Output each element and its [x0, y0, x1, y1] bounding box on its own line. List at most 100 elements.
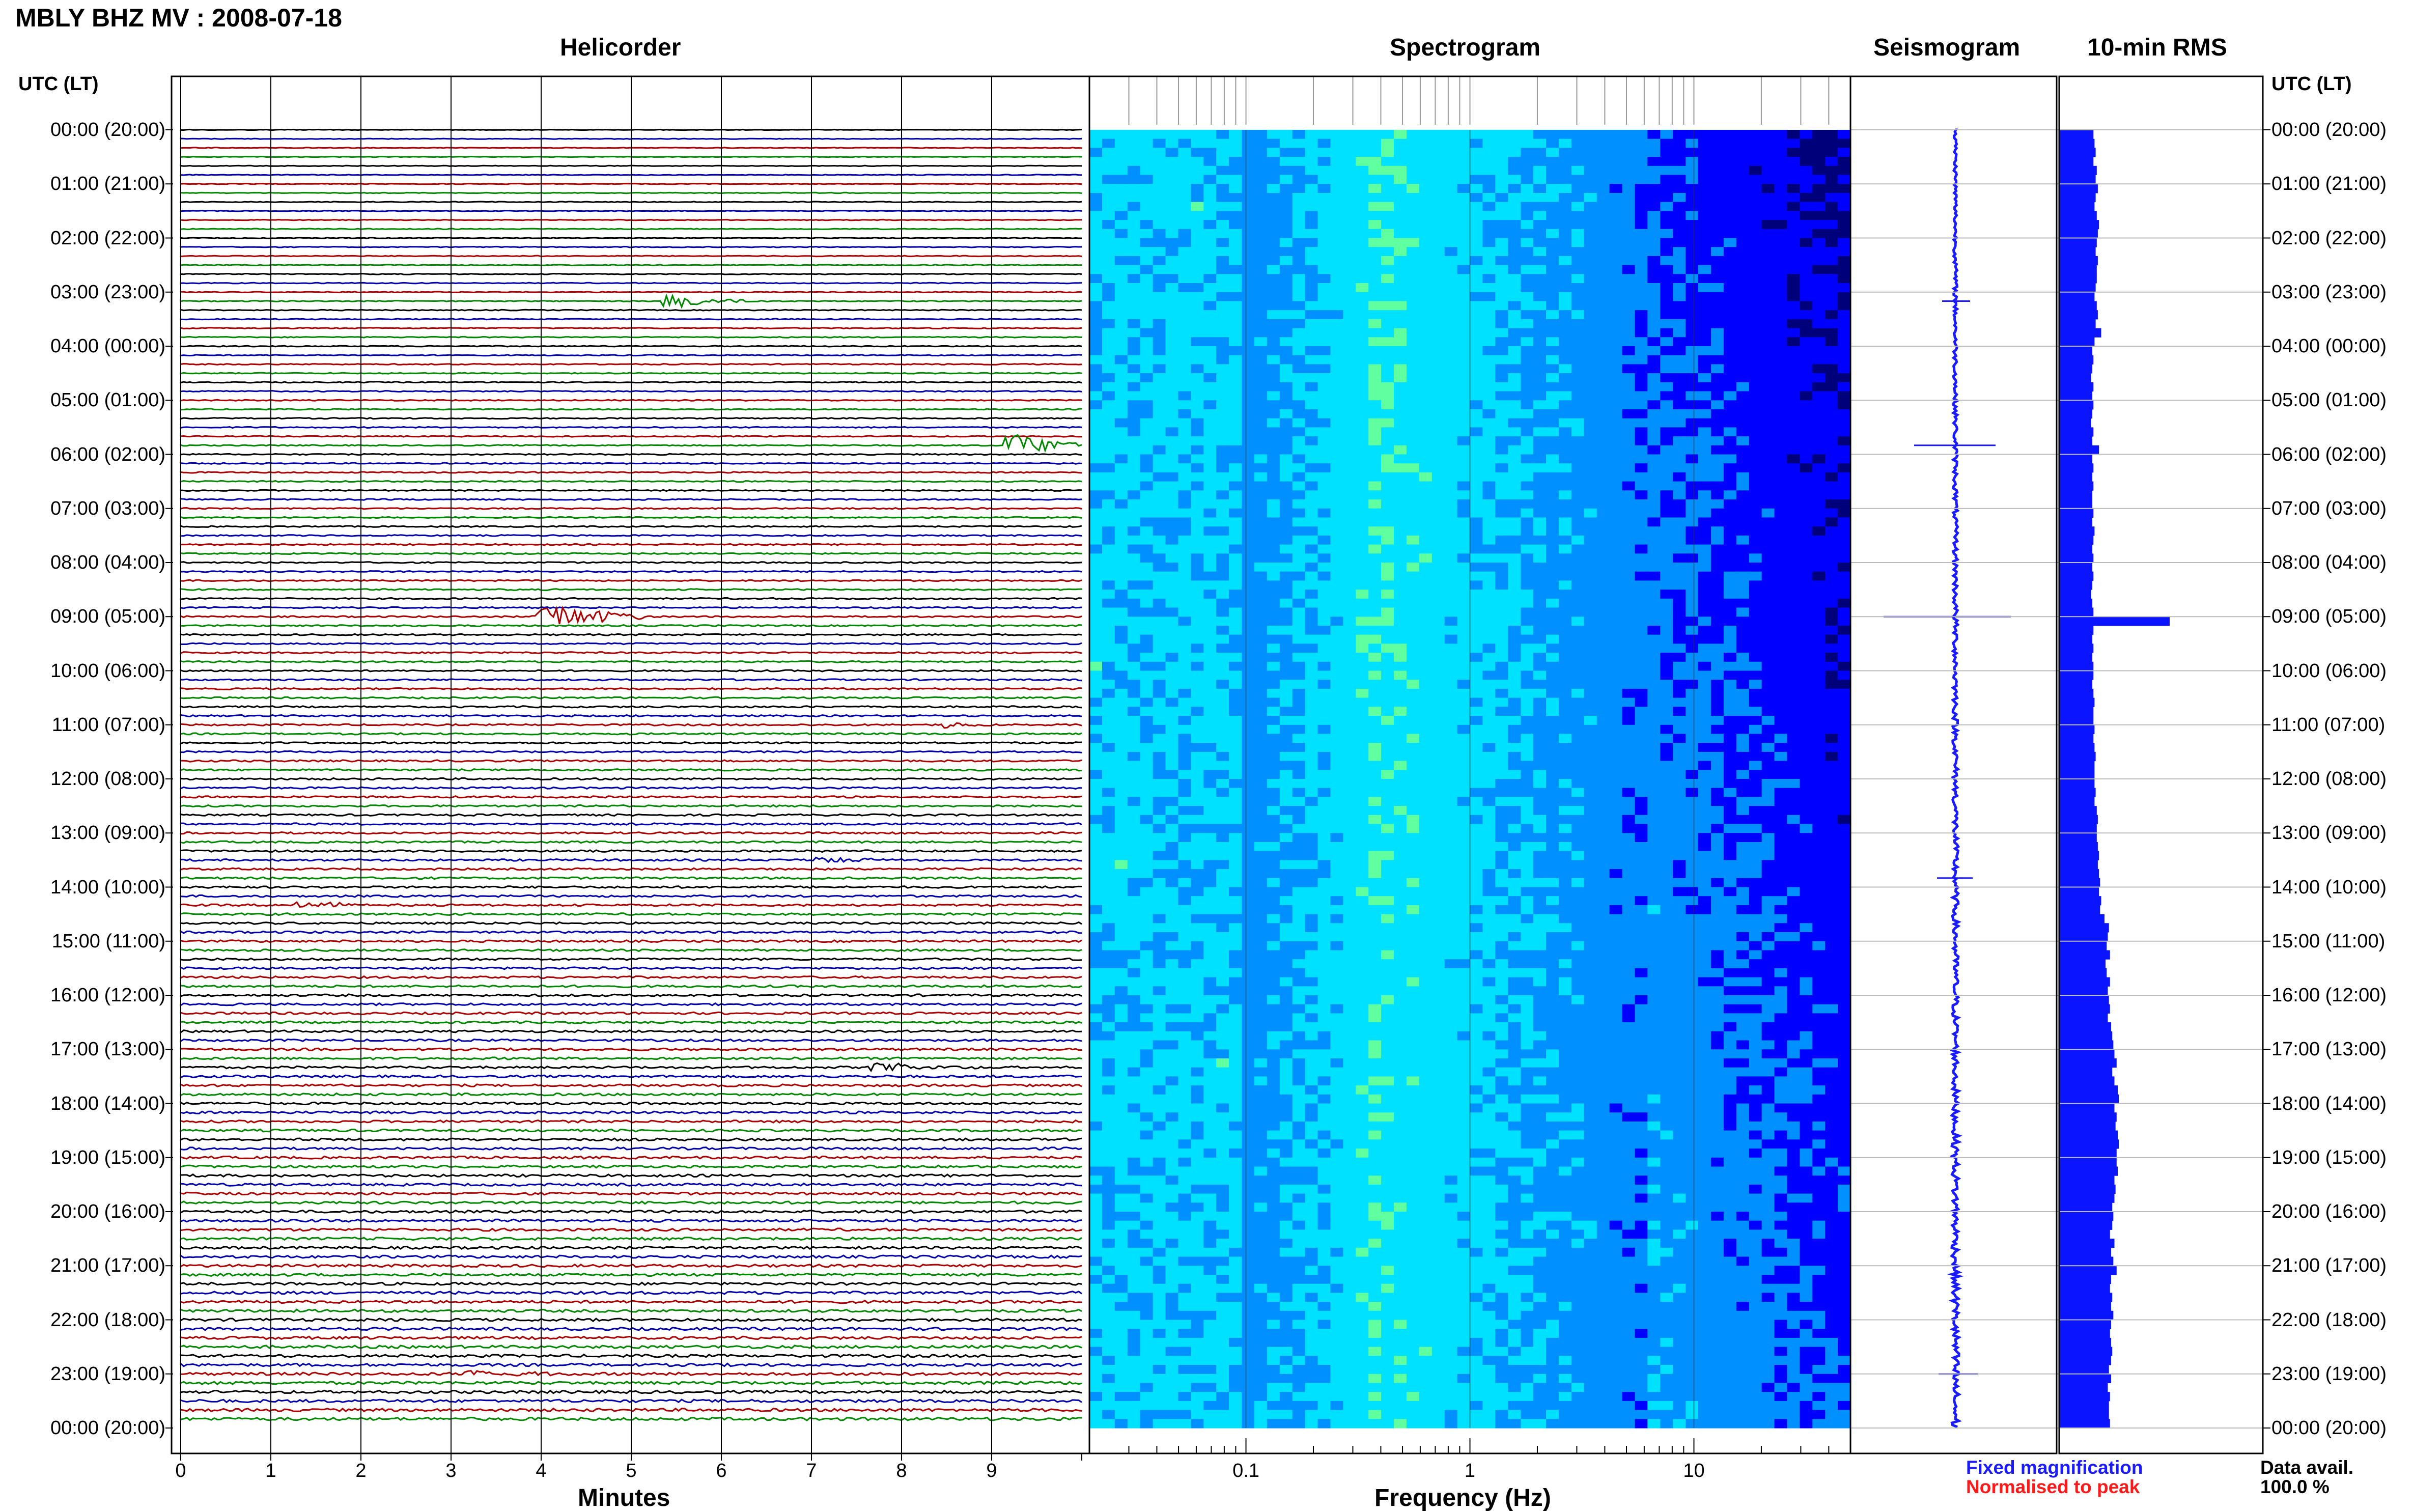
spectrogram-cell: [1432, 184, 1445, 193]
spectrogram-cell: [1292, 707, 1306, 716]
spectrogram-cell: [1343, 544, 1356, 554]
spectrogram-cell: [1647, 724, 1661, 735]
spectrogram-cell: [1457, 202, 1471, 211]
spectrogram-cell: [1102, 878, 1115, 888]
spectrogram-cell: [1343, 211, 1356, 220]
spectrogram-cell: [1368, 860, 1382, 870]
spectrogram-cell: [1673, 626, 1686, 635]
spectrogram-cell: [1710, 382, 1724, 392]
spectrogram-cell: [1242, 409, 1255, 419]
spectrogram-cell: [1242, 544, 1255, 554]
spectrogram-cell: [1394, 427, 1407, 437]
spectrogram-cell: [1723, 833, 1737, 843]
spectrogram-cell: [1102, 184, 1115, 193]
spectrogram-cell: [1140, 274, 1154, 284]
spectrogram-cell: [1673, 607, 1686, 617]
spectrogram-cell: [1546, 788, 1559, 797]
spectrogram-cell: [1521, 175, 1534, 184]
spectrogram-cell: [1686, 355, 1699, 365]
spectrogram-cell: [1242, 869, 1255, 879]
spectrogram-cell: [1787, 779, 1800, 789]
spectrogram-cell: [1673, 400, 1686, 410]
spectrogram-cell: [1609, 346, 1623, 356]
spectrogram-cell: [1394, 400, 1407, 410]
spectrogram-cell: [1825, 688, 1838, 698]
spectrogram-cell: [1787, 634, 1800, 644]
spectrogram-cell: [1546, 157, 1559, 166]
spectrogram-cell: [1508, 526, 1521, 536]
spectrogram-cell: [1229, 544, 1242, 554]
spectrogram-cell: [1305, 590, 1318, 599]
spectrogram-cell: [1203, 590, 1217, 599]
spectrogram-cell: [1279, 688, 1293, 698]
spectrogram-cell: [1470, 211, 1483, 220]
spectrogram-cell: [1521, 220, 1534, 230]
spectrogram-cell: [1242, 688, 1255, 698]
spectrogram-cell: [1686, 617, 1699, 626]
spectrogram-cell: [1279, 481, 1293, 491]
spectrogram-cell: [1710, 436, 1724, 446]
spectrogram-cell: [1584, 130, 1597, 139]
spectrogram-cell: [1470, 517, 1483, 527]
spectrogram-cell: [1305, 337, 1318, 347]
spectrogram-cell: [1482, 364, 1496, 374]
spectrogram-cell: [1305, 165, 1318, 176]
spectrogram-cell: [1406, 165, 1420, 176]
spectrogram-cell: [1825, 130, 1838, 139]
spectrogram-cell: [1825, 761, 1838, 770]
spectrogram-cell: [1242, 373, 1255, 383]
spectrogram-cell: [1381, 824, 1394, 833]
spectrogram-cell: [1584, 607, 1597, 617]
spectrogram-cell: [1457, 319, 1471, 329]
spectrogram-cell: [1254, 157, 1268, 166]
spectrogram-cell: [1749, 382, 1762, 392]
spectrogram-cell: [1660, 869, 1673, 879]
spectrogram-cell: [1825, 400, 1838, 410]
spectrogram-cell: [1698, 391, 1711, 401]
spectrogram-cell: [1838, 490, 1851, 500]
spectrogram-cell: [1495, 806, 1508, 816]
spectrogram-cell: [1761, 788, 1775, 797]
spectrogram-cell: [1089, 220, 1103, 230]
spectrogram-cell: [1356, 670, 1369, 680]
spectrogram-cell: [1356, 716, 1369, 725]
spectrogram-cell: [1191, 463, 1204, 473]
spectrogram-cell: [1470, 229, 1483, 239]
spectrogram-cell: [1254, 472, 1268, 482]
spectrogram-cell: [1140, 598, 1154, 608]
spectrogram-cell: [1317, 797, 1331, 806]
spectrogram-cell: [1825, 634, 1838, 644]
spectrogram-cell: [1812, 364, 1826, 374]
spectrogram-cell: [1089, 563, 1103, 572]
spectrogram-cell: [1330, 382, 1343, 392]
spectrogram-cell: [1673, 643, 1686, 653]
spectrogram-cell: [1495, 265, 1508, 274]
spectrogram-cell: [1622, 580, 1635, 590]
spectrogram-cell: [1140, 734, 1154, 743]
spectrogram-cell: [1242, 743, 1255, 752]
spectrogram-cell: [1305, 770, 1318, 779]
spectrogram-cell: [1838, 409, 1851, 419]
spectrogram-cell: [1482, 508, 1496, 518]
spectrogram-cell: [1457, 463, 1471, 473]
spectrogram-cell: [1368, 454, 1382, 464]
spectrogram-cell: [1127, 526, 1141, 536]
spectrogram-cell: [1216, 292, 1229, 302]
spectrogram-cell: [1305, 382, 1318, 392]
spectrogram-cell: [1521, 598, 1534, 608]
spectrogram-cell: [1558, 734, 1572, 743]
spectrogram-cell: [1356, 571, 1369, 581]
spectrogram-cell: [1470, 571, 1483, 581]
spectrogram-cell: [1267, 328, 1280, 338]
spectrogram-cell: [1305, 355, 1318, 365]
spectrogram-cell: [1571, 724, 1585, 735]
spectrogram-cell: [1343, 751, 1356, 762]
spectrogram-cell: [1203, 670, 1217, 680]
spectrogram-cell: [1521, 680, 1534, 689]
spectrogram-cell: [1203, 761, 1217, 770]
spectrogram-cell: [1749, 833, 1762, 843]
spectrogram-cell: [1381, 571, 1394, 581]
spectrogram-cell: [1102, 797, 1115, 806]
spectrogram-cell: [1127, 157, 1141, 166]
spectrogram-cell: [1812, 499, 1826, 509]
